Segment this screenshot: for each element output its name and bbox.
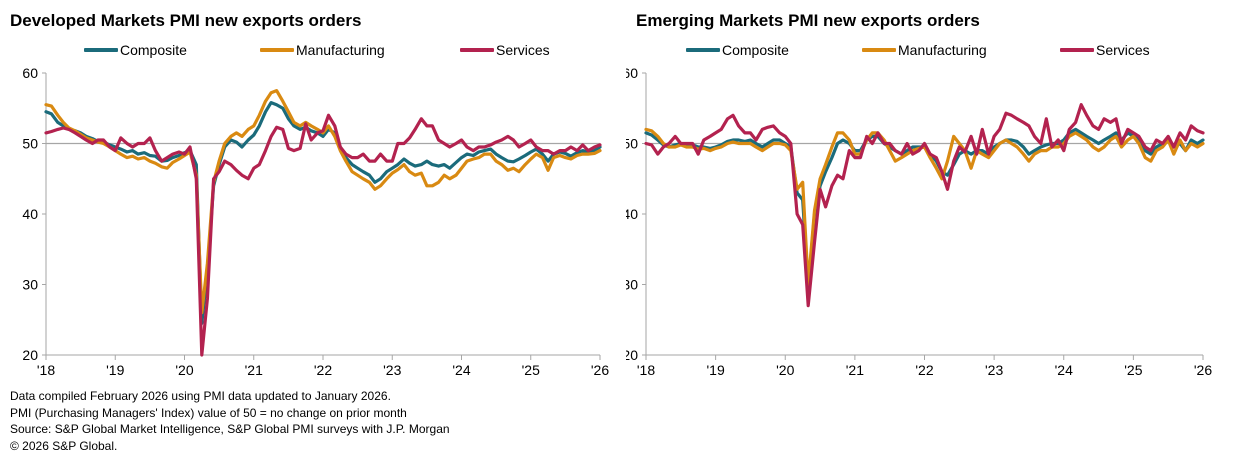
y-tick-label: 30: [626, 277, 638, 293]
x-tick-label: '22: [915, 362, 933, 378]
footer-copyright: © 2026 S&P Global.: [10, 438, 118, 453]
series-line-composite: [44, 101, 602, 325]
x-tick-label: '26: [591, 362, 609, 378]
x-tick-label: '18: [637, 362, 655, 378]
legend-item-services: Services: [1060, 42, 1150, 58]
legend-item-composite: Composite: [84, 42, 260, 58]
x-tick-label: '19: [106, 362, 124, 378]
legend-label-manufacturing: Manufacturing: [898, 42, 987, 58]
series-line-services: [44, 113, 602, 357]
y-tick-label: 40: [22, 206, 38, 222]
chart-legend: Composite Manufacturing Services: [84, 42, 550, 58]
x-tick-label: '21: [245, 362, 263, 378]
chart-legend: Composite Manufacturing Services: [686, 42, 1150, 58]
footer-notes: Data compiled February 2026 using PMI da…: [10, 388, 450, 454]
y-tick-label: 50: [626, 136, 638, 152]
x-tick-label: '19: [707, 362, 725, 378]
plot-area: 20 30 40 50 60 '18 '19 '20 '21 '22 '23 '24 '25 '26: [22, 65, 609, 378]
legend-swatch-services: [1060, 48, 1094, 52]
y-tick-label: 60: [626, 65, 638, 81]
x-tick-label: '24: [452, 362, 470, 378]
footer-source: Source: S&P Global Market Intelligence, …: [10, 422, 450, 436]
x-tick-label: '20: [175, 362, 193, 378]
x-tick-label: '22: [314, 362, 332, 378]
y-tick-label: 60: [22, 65, 38, 81]
legend-item-services: Services: [460, 42, 550, 58]
legend-label-manufacturing: Manufacturing: [296, 42, 385, 58]
legend-swatch-composite: [686, 48, 720, 52]
legend-label-composite: Composite: [722, 42, 789, 58]
x-tick-label: '23: [985, 362, 1003, 378]
y-tick-label: 20: [22, 347, 38, 363]
series-line-manufacturing: [644, 127, 1205, 287]
chart-title: Emerging Markets PMI new exports orders: [636, 11, 980, 30]
legend-item-manufacturing: Manufacturing: [260, 42, 460, 58]
y-tick-label: 50: [22, 136, 38, 152]
x-tick-label: '25: [1124, 362, 1142, 378]
legend-label-services: Services: [1096, 42, 1150, 58]
y-tick-label: 40: [626, 206, 638, 222]
series-line-composite: [644, 127, 1205, 290]
y-tick-label: 30: [22, 277, 38, 293]
x-tick-label: '25: [522, 362, 540, 378]
x-tick-label: '21: [846, 362, 864, 378]
series-line-services: [644, 103, 1205, 308]
legend-item-manufacturing: Manufacturing: [862, 42, 1060, 58]
emerging-markets-chart: Emerging Markets PMI new exports orders …: [626, 0, 1252, 380]
legend-swatch-composite: [84, 48, 118, 52]
developed-markets-chart: Developed Markets PMI new exports orders…: [0, 0, 626, 380]
y-tick-label: 20: [626, 347, 638, 363]
series-line-manufacturing: [44, 89, 602, 315]
x-tick-label: '18: [37, 362, 55, 378]
x-tick-label: '24: [1055, 362, 1073, 378]
x-tick-label: '23: [383, 362, 401, 378]
x-tick-label: '20: [776, 362, 794, 378]
plot-area: 20 30 40 50 60 '18 '19 '20 '21 '22 '23 '24 '25 '26: [626, 65, 1212, 378]
legend-swatch-manufacturing: [260, 48, 294, 52]
legend-swatch-services: [460, 48, 494, 52]
legend-label-services: Services: [496, 42, 550, 58]
footer-pmi-note: PMI (Purchasing Managers' Index) value o…: [10, 405, 407, 420]
legend-swatch-manufacturing: [862, 48, 896, 52]
chart-title: Developed Markets PMI new exports orders: [10, 11, 362, 30]
footer-data-note: Data compiled February 2026 using PMI da…: [10, 389, 391, 403]
legend-label-composite: Composite: [120, 42, 187, 58]
legend-item-composite: Composite: [686, 42, 862, 58]
x-tick-label: '26: [1194, 362, 1212, 378]
